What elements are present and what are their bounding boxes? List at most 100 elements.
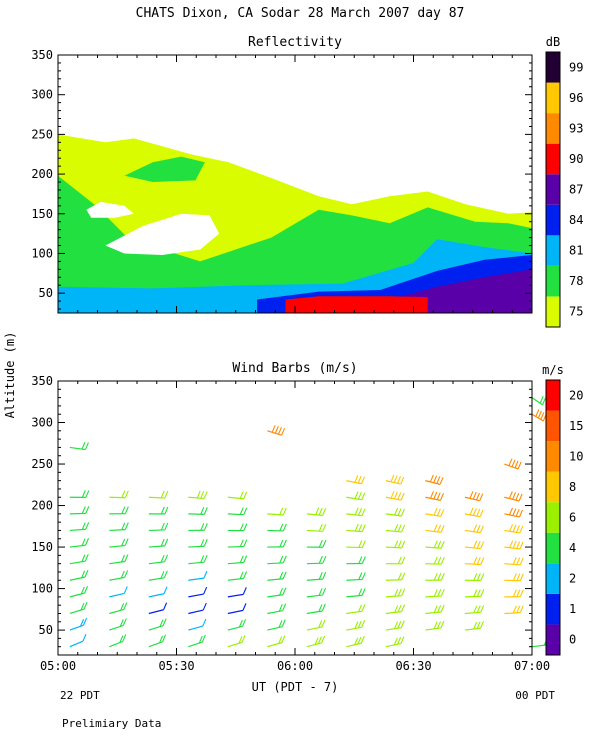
wind-barb xyxy=(464,491,484,502)
wind-barb xyxy=(425,572,445,581)
reflectivity-title: Reflectivity xyxy=(248,35,342,50)
wind-barb-panel: Wind Barbs (m/s) 5010015020025030035005:… xyxy=(31,361,583,673)
wind-barb xyxy=(267,555,287,565)
wind-barb xyxy=(504,540,524,550)
wind-barb xyxy=(346,523,366,533)
wind-speed-colorbar: 0 1 2 4 6 8 10 15 20 m/s xyxy=(542,363,583,656)
refl-colorbar-swatch xyxy=(546,113,560,144)
wind-barb xyxy=(267,425,286,436)
wind-barb xyxy=(188,586,208,598)
wind-barb xyxy=(306,555,327,565)
wind-barb xyxy=(306,523,327,532)
preliminary-data-note: Prelimiary Data xyxy=(62,717,161,730)
wind-barb xyxy=(385,604,406,615)
wind-xtick-label: 06:30 xyxy=(395,659,431,673)
wind-barb xyxy=(504,589,524,598)
wind-colorbar-swatch xyxy=(546,471,560,503)
wind-barb xyxy=(504,458,522,470)
wind-barb xyxy=(425,556,445,565)
refl-colorbar-label: 93 xyxy=(569,121,583,135)
wind-colorbar-swatch xyxy=(546,593,560,625)
refl-colorbar-label: 96 xyxy=(569,91,583,105)
wind-barb xyxy=(504,507,523,518)
wind-barb xyxy=(267,507,287,516)
wind-barb xyxy=(227,635,246,648)
wind-ytick-label: 300 xyxy=(31,416,53,430)
refl-ytick-label: 50 xyxy=(39,286,53,300)
reflectivity-axes: 50 100 150 200 250 300 350 xyxy=(31,48,533,314)
wind-ytick-label: 100 xyxy=(31,582,53,596)
reflectivity-78db-pocket xyxy=(124,156,205,182)
refl-colorbar-label: 99 xyxy=(569,60,583,74)
wind-colorbar-label: 4 xyxy=(569,541,576,555)
wind-barb xyxy=(69,617,88,631)
wind-barb xyxy=(504,491,523,502)
wind-colorbar-swatch xyxy=(546,532,560,564)
wind-barb xyxy=(109,602,128,615)
refl-colorbar-swatch xyxy=(546,265,560,297)
end-local-time-label: 00 PDT xyxy=(515,689,555,702)
wind-barb xyxy=(504,605,524,615)
wind-ytick-label: 150 xyxy=(31,540,53,554)
wind-barb xyxy=(69,601,88,615)
reflectivity-blank-region xyxy=(86,92,106,99)
reflectivity-contour-90-db xyxy=(285,296,428,313)
wind-barb xyxy=(227,507,248,516)
wind-frame xyxy=(57,380,533,656)
refl-ytick-label: 100 xyxy=(31,246,53,260)
refl-colorbar-label: 84 xyxy=(569,213,583,227)
wind-colorbar-label: 1 xyxy=(569,602,576,616)
wind-barb xyxy=(346,556,366,565)
wind-barb xyxy=(69,569,89,581)
wind-barb xyxy=(425,474,444,485)
wind-colorbar-label: 20 xyxy=(569,388,583,402)
wind-barb xyxy=(148,490,169,499)
wind-barb xyxy=(109,490,129,499)
wind-colorbar-label: 0 xyxy=(569,633,576,647)
wind-colorbar-unit: m/s xyxy=(542,363,564,377)
wind-barb xyxy=(385,507,405,517)
wind-barb xyxy=(267,619,286,631)
wind-barb xyxy=(385,556,406,565)
wind-barb xyxy=(109,570,129,581)
figure-title: CHATS Dixon, CA Sodar 28 March 2007 day … xyxy=(136,6,465,21)
refl-colorbar-swatch xyxy=(546,296,560,327)
x-axis-label: UT (PDT - 7) xyxy=(252,680,339,694)
reflectivity-blank-region xyxy=(105,213,220,255)
wind-colorbar-swatch xyxy=(546,502,560,533)
refl-ytick-label: 150 xyxy=(31,207,53,221)
wind-barb xyxy=(109,586,128,598)
wind-colorbar-label: 2 xyxy=(569,572,576,586)
wind-xtick-label: 07:00 xyxy=(514,659,550,673)
wind-ytick-label: 250 xyxy=(31,457,53,471)
wind-barb xyxy=(504,573,524,582)
wind-barb xyxy=(306,603,326,615)
wind-barb xyxy=(385,524,406,533)
refl-colorbar-swatch xyxy=(546,82,560,114)
wind-barb xyxy=(109,522,129,532)
wind-barb xyxy=(69,633,87,648)
refl-colorbar-label: 81 xyxy=(569,244,583,258)
refl-ytick-label: 350 xyxy=(31,48,53,62)
wind-barb xyxy=(306,507,327,516)
wind-barb xyxy=(385,540,406,549)
wind-colorbar-label: 15 xyxy=(569,419,583,433)
wind-barb xyxy=(306,635,326,648)
wind-barb xyxy=(227,603,247,615)
wind-ytick-label: 350 xyxy=(31,374,53,388)
wind-barb xyxy=(227,587,247,598)
wind-barb xyxy=(188,523,208,532)
wind-barb xyxy=(267,523,287,532)
wind-colorbar-swatch xyxy=(546,380,560,411)
wind-ytick-label: 50 xyxy=(39,623,53,637)
wind-barb xyxy=(385,620,405,631)
wind-barb xyxy=(69,538,90,548)
wind-barb xyxy=(148,570,168,581)
wind-barb xyxy=(69,506,90,515)
wind-barb xyxy=(267,587,287,598)
wind-barb xyxy=(425,540,445,549)
wind-barb xyxy=(148,538,169,548)
wind-colorbar-swatch xyxy=(546,441,560,472)
reflectivity-field xyxy=(58,92,532,313)
wind-barb xyxy=(346,572,366,581)
